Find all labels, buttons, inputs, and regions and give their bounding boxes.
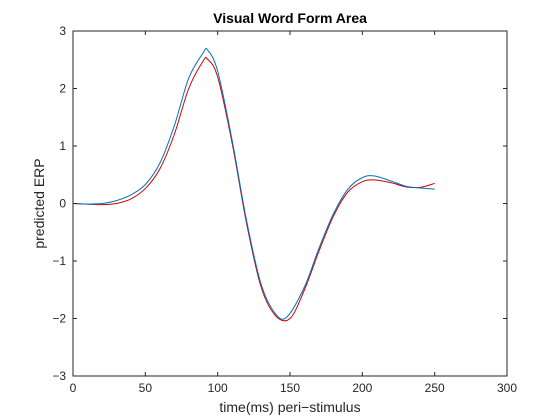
y-tick-label: 1 [59,139,66,153]
x-tick-label: 50 [139,381,153,395]
tick-layer: 0 50 100 150 200 250 300 3 2 1 0 −1 −2 −3 [52,24,517,395]
plot-area-frame [72,30,508,377]
y-tick-label: 0 [59,197,66,211]
series-layer [72,47,435,322]
series-line-2 [72,56,435,322]
y-tick-label: 3 [59,24,66,38]
y-tick-label: −3 [52,369,66,383]
y-axis-label: predicted ERP [31,158,47,248]
x-tick-label: 300 [497,381,517,395]
x-tick-label: 100 [208,381,228,395]
x-tick-label: 0 [70,381,77,395]
y-tick-label: 2 [59,82,66,96]
chart-title: Visual Word Form Area [213,10,367,26]
y-tick-label: −1 [52,254,66,268]
x-tick-label: 150 [280,381,300,395]
x-axis-label: time(ms) peri−stimulus [219,399,360,415]
y-tick-label: −2 [52,312,66,326]
x-tick-label: 250 [425,381,445,395]
series-line-1 [72,47,435,320]
x-tick-label: 200 [352,381,372,395]
